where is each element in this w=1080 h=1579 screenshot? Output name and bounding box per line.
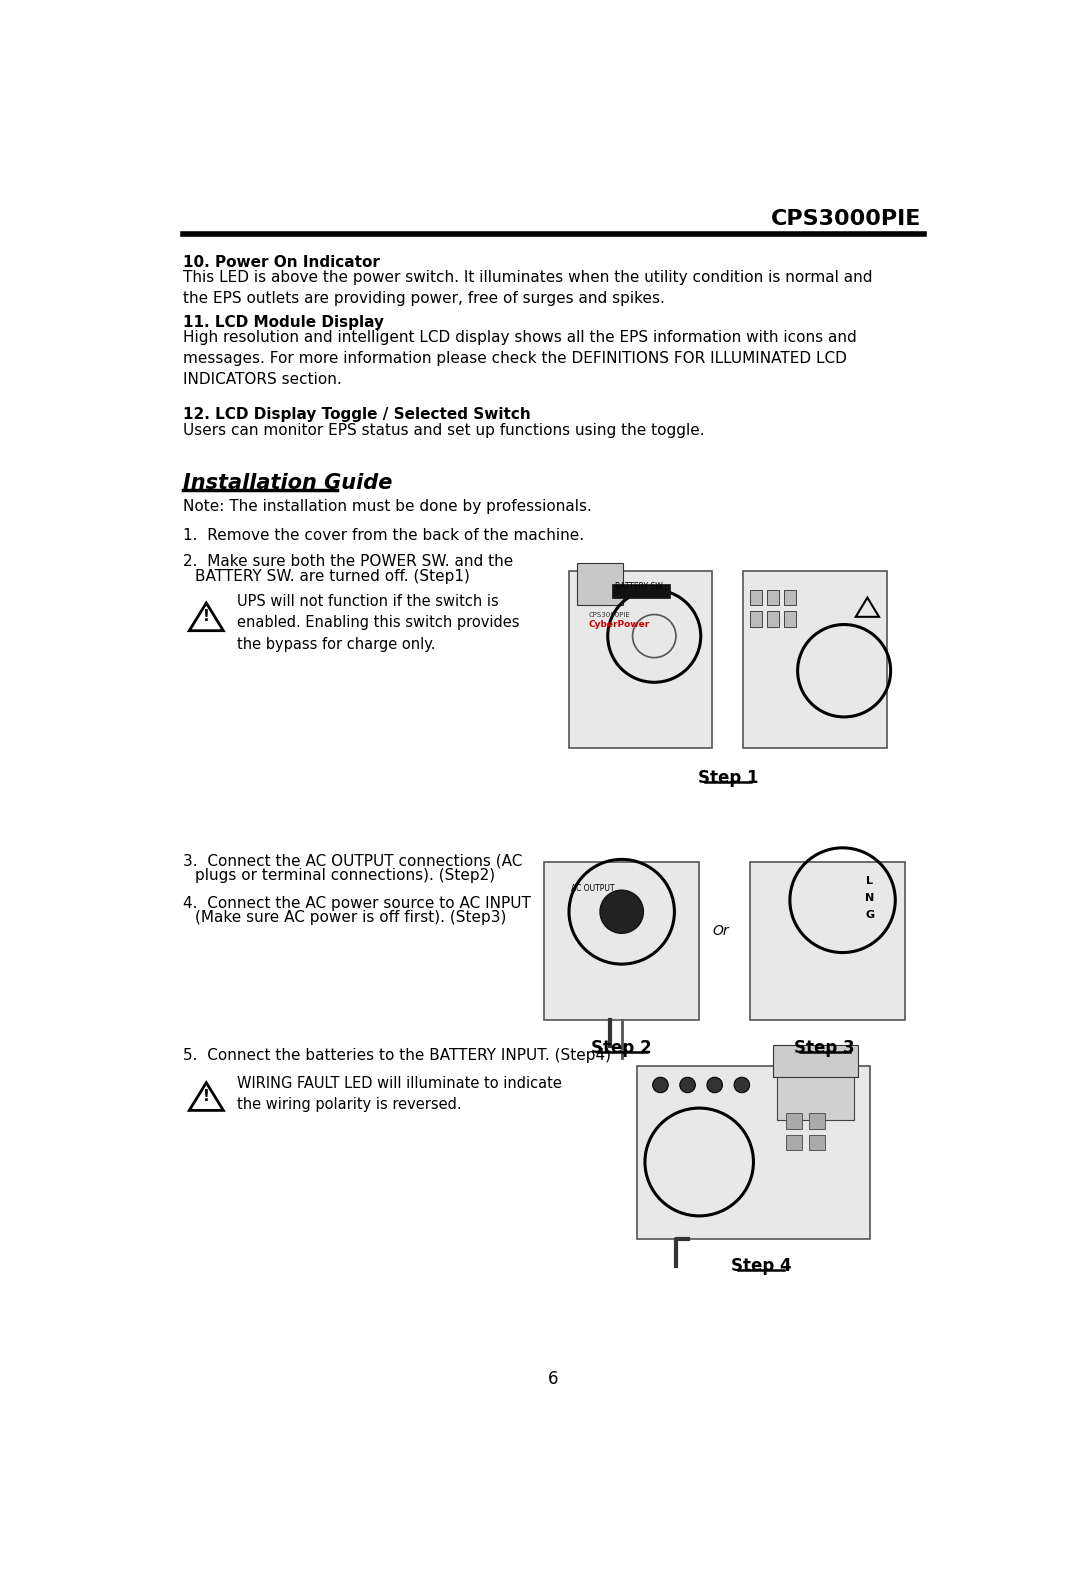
FancyBboxPatch shape <box>544 862 699 1020</box>
FancyBboxPatch shape <box>750 591 762 605</box>
Text: This LED is above the power switch. It illuminates when the utility condition is: This LED is above the power switch. It i… <box>183 270 873 306</box>
Text: 11. LCD Module Display: 11. LCD Module Display <box>183 314 384 330</box>
Text: (Make sure AC power is off first). (Step3): (Make sure AC power is off first). (Step… <box>195 910 507 925</box>
Text: UPS will not function if the switch is
enabled. Enabling this switch provides
th: UPS will not function if the switch is e… <box>238 594 519 652</box>
FancyBboxPatch shape <box>784 591 796 605</box>
Text: N: N <box>865 892 875 903</box>
Text: 3.  Connect the AC OUTPUT connections (AC: 3. Connect the AC OUTPUT connections (AC <box>183 853 523 868</box>
Text: 2.  Make sure both the POWER SW. and the: 2. Make sure both the POWER SW. and the <box>183 554 513 570</box>
FancyBboxPatch shape <box>611 584 670 597</box>
Text: Installation Guide: Installation Guide <box>183 472 392 493</box>
Text: Step 3: Step 3 <box>795 1039 855 1056</box>
Text: 10. Power On Indicator: 10. Power On Indicator <box>183 254 380 270</box>
Text: 12. LCD Display Toggle / Selected Switch: 12. LCD Display Toggle / Selected Switch <box>183 407 530 423</box>
Text: Note: The installation must be done by professionals.: Note: The installation must be done by p… <box>183 499 592 515</box>
Text: Users can monitor EPS status and set up functions using the toggle.: Users can monitor EPS status and set up … <box>183 423 704 437</box>
Text: 5.  Connect the batteries to the BATTERY INPUT. (Step4): 5. Connect the batteries to the BATTERY … <box>183 1048 611 1063</box>
Text: CPS3000PIE: CPS3000PIE <box>771 208 921 229</box>
FancyBboxPatch shape <box>767 591 779 605</box>
Circle shape <box>707 1077 723 1093</box>
Circle shape <box>652 1077 669 1093</box>
Text: AC OUTPUT: AC OUTPUT <box>571 884 615 894</box>
FancyBboxPatch shape <box>569 570 713 748</box>
Text: Step 2: Step 2 <box>592 1039 652 1056</box>
FancyBboxPatch shape <box>750 862 905 1020</box>
FancyBboxPatch shape <box>777 1058 854 1120</box>
Text: CPS3000PIE: CPS3000PIE <box>589 611 630 617</box>
FancyBboxPatch shape <box>743 570 887 748</box>
Text: plugs or terminal connections). (Step2): plugs or terminal connections). (Step2) <box>195 868 496 883</box>
Text: L: L <box>866 876 874 886</box>
FancyBboxPatch shape <box>786 1113 801 1129</box>
FancyBboxPatch shape <box>577 564 623 605</box>
Text: Or: Or <box>713 924 729 938</box>
Text: BATTERY SW: BATTERY SW <box>615 581 663 591</box>
FancyBboxPatch shape <box>637 1066 869 1240</box>
FancyBboxPatch shape <box>750 611 762 627</box>
Text: BATTERY SW. are turned off. (Step1): BATTERY SW. are turned off. (Step1) <box>195 568 470 584</box>
Text: !: ! <box>203 1090 210 1104</box>
Circle shape <box>600 891 644 933</box>
Text: WIRING FAULT LED will illuminate to indicate
the wiring polarity is reversed.: WIRING FAULT LED will illuminate to indi… <box>238 1075 563 1112</box>
Text: !: ! <box>203 609 210 624</box>
Text: 4.  Connect the AC power source to AC INPUT: 4. Connect the AC power source to AC INP… <box>183 895 531 911</box>
Circle shape <box>734 1077 750 1093</box>
Text: 6: 6 <box>549 1371 558 1388</box>
Text: G: G <box>865 910 875 921</box>
Text: Step 1: Step 1 <box>698 769 758 788</box>
FancyBboxPatch shape <box>786 1135 801 1151</box>
FancyBboxPatch shape <box>809 1113 825 1129</box>
Text: Step 4: Step 4 <box>731 1257 792 1274</box>
FancyBboxPatch shape <box>784 611 796 627</box>
Text: CyberPower: CyberPower <box>589 621 650 628</box>
Circle shape <box>679 1077 696 1093</box>
FancyBboxPatch shape <box>767 611 779 627</box>
FancyBboxPatch shape <box>773 1045 859 1077</box>
FancyBboxPatch shape <box>809 1135 825 1151</box>
Text: 1.  Remove the cover from the back of the machine.: 1. Remove the cover from the back of the… <box>183 529 584 543</box>
Text: High resolution and intelligent LCD display shows all the EPS information with i: High resolution and intelligent LCD disp… <box>183 330 856 387</box>
